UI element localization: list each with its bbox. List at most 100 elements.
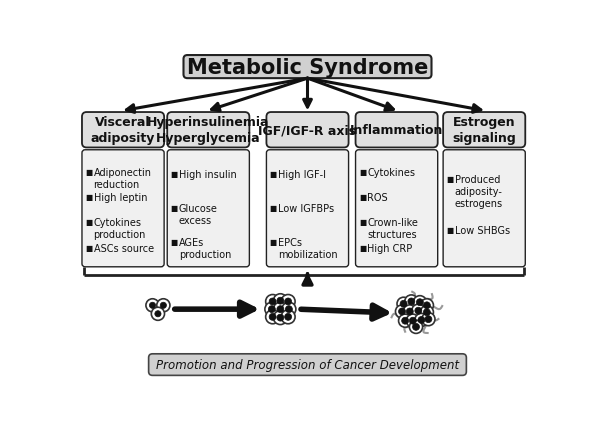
Circle shape xyxy=(149,302,155,309)
Circle shape xyxy=(401,318,409,325)
Text: ■: ■ xyxy=(270,237,277,247)
Text: Cytokines: Cytokines xyxy=(367,167,415,177)
Text: ■: ■ xyxy=(359,218,366,227)
Circle shape xyxy=(277,314,284,321)
Circle shape xyxy=(281,310,295,324)
Circle shape xyxy=(408,298,415,305)
Text: Hyperinsulinemia
Hyperglycemia: Hyperinsulinemia Hyperglycemia xyxy=(147,116,269,145)
Circle shape xyxy=(281,295,295,309)
Circle shape xyxy=(146,299,159,312)
Text: ■: ■ xyxy=(270,170,277,179)
Text: Produced
adiposity-
estrogens: Produced adiposity- estrogens xyxy=(455,175,503,209)
FancyBboxPatch shape xyxy=(356,113,438,148)
Circle shape xyxy=(269,298,276,305)
Circle shape xyxy=(403,305,416,318)
Text: High IGF-I: High IGF-I xyxy=(278,170,326,180)
Text: Low IGFBPs: Low IGFBPs xyxy=(278,204,334,214)
Circle shape xyxy=(286,306,292,313)
FancyBboxPatch shape xyxy=(266,113,349,148)
Circle shape xyxy=(277,306,284,313)
Circle shape xyxy=(274,302,287,316)
Circle shape xyxy=(395,305,409,318)
Text: Visceral
adiposity: Visceral adiposity xyxy=(91,116,155,145)
Circle shape xyxy=(415,308,422,314)
FancyBboxPatch shape xyxy=(443,113,525,148)
Circle shape xyxy=(274,311,287,325)
Circle shape xyxy=(398,314,412,328)
FancyBboxPatch shape xyxy=(167,151,250,267)
Text: ■: ■ xyxy=(359,167,366,176)
FancyBboxPatch shape xyxy=(443,151,525,267)
Text: Glucose
excess: Glucose excess xyxy=(179,204,218,226)
Circle shape xyxy=(413,296,427,309)
Circle shape xyxy=(268,306,275,313)
Text: High leptin: High leptin xyxy=(94,193,147,203)
Text: AGEs
production: AGEs production xyxy=(179,237,231,260)
Text: High CRP: High CRP xyxy=(367,243,412,253)
FancyBboxPatch shape xyxy=(356,151,438,267)
Text: ■: ■ xyxy=(446,226,454,234)
Text: Estrogen
signaling: Estrogen signaling xyxy=(452,116,516,145)
Circle shape xyxy=(155,311,161,317)
Text: ■: ■ xyxy=(85,193,92,201)
Text: Promotion and Progression of Cancer Development: Promotion and Progression of Cancer Deve… xyxy=(156,358,459,371)
Circle shape xyxy=(409,321,422,334)
Circle shape xyxy=(400,301,407,308)
Text: Metabolic Syndrome: Metabolic Syndrome xyxy=(187,57,428,77)
Text: Adiponectin
reduction: Adiponectin reduction xyxy=(94,167,152,189)
Circle shape xyxy=(284,298,292,305)
Circle shape xyxy=(409,318,416,325)
Circle shape xyxy=(266,295,280,309)
Text: ■: ■ xyxy=(85,218,92,227)
FancyBboxPatch shape xyxy=(184,56,431,79)
Text: High insulin: High insulin xyxy=(179,170,236,180)
Text: ASCs source: ASCs source xyxy=(94,243,154,253)
FancyBboxPatch shape xyxy=(82,113,164,148)
FancyBboxPatch shape xyxy=(266,151,349,267)
Text: ■: ■ xyxy=(85,243,92,252)
Circle shape xyxy=(416,299,424,306)
Circle shape xyxy=(266,310,280,324)
Circle shape xyxy=(420,306,433,319)
Circle shape xyxy=(418,317,425,324)
Text: IGF/IGF-R axis: IGF/IGF-R axis xyxy=(259,124,356,137)
Circle shape xyxy=(412,304,425,318)
Circle shape xyxy=(282,302,296,316)
Circle shape xyxy=(424,309,430,316)
Text: ROS: ROS xyxy=(367,193,388,203)
Text: ■: ■ xyxy=(170,237,178,247)
Circle shape xyxy=(422,313,435,326)
Circle shape xyxy=(160,302,166,309)
Text: ■: ■ xyxy=(170,204,178,213)
Circle shape xyxy=(425,316,432,323)
Circle shape xyxy=(420,299,433,312)
Circle shape xyxy=(405,295,418,308)
Circle shape xyxy=(284,314,292,321)
Text: EPCs
mobilization: EPCs mobilization xyxy=(278,237,338,260)
Text: ■: ■ xyxy=(359,193,366,201)
Text: ■: ■ xyxy=(359,243,366,252)
Text: ■: ■ xyxy=(170,170,178,179)
Circle shape xyxy=(424,302,430,309)
Circle shape xyxy=(397,298,410,311)
Circle shape xyxy=(265,302,279,316)
Text: ■: ■ xyxy=(85,167,92,176)
FancyBboxPatch shape xyxy=(82,151,164,267)
Text: Low SHBGs: Low SHBGs xyxy=(455,226,510,236)
Text: Cytokines
production: Cytokines production xyxy=(94,218,146,240)
Circle shape xyxy=(406,314,419,328)
Circle shape xyxy=(274,294,287,308)
Circle shape xyxy=(406,308,413,315)
Text: Inflammation: Inflammation xyxy=(350,124,443,137)
FancyBboxPatch shape xyxy=(167,113,250,148)
Circle shape xyxy=(415,314,428,327)
Circle shape xyxy=(269,314,276,321)
Circle shape xyxy=(157,299,170,312)
Text: ■: ■ xyxy=(270,204,277,213)
Circle shape xyxy=(151,308,164,321)
Circle shape xyxy=(277,298,284,304)
Circle shape xyxy=(413,324,419,331)
Circle shape xyxy=(398,308,406,315)
Text: ■: ■ xyxy=(446,175,454,184)
FancyBboxPatch shape xyxy=(149,354,466,375)
